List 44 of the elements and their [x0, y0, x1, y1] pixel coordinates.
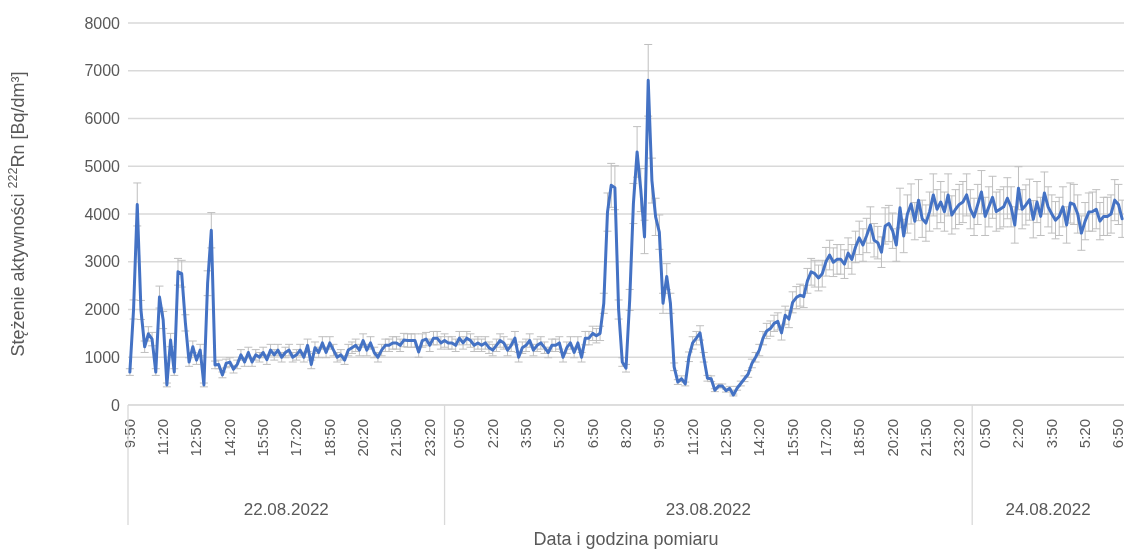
x-tick-label: 12:50	[187, 419, 205, 457]
x-tick-label: 15:50	[254, 419, 272, 457]
text: 24.08.2022	[1005, 500, 1091, 519]
x-tick-label: 11:20	[683, 419, 701, 456]
x-tick-label: 0:50	[450, 419, 468, 449]
x-tick-label: 11:20	[154, 419, 172, 456]
text: 22.08.2022	[243, 500, 329, 519]
x-tick-label: 2:20	[1009, 419, 1027, 449]
x-tick-label: 17:20	[816, 419, 834, 457]
x-tick-label: 9:50	[120, 419, 138, 449]
x-tick-label: 3:50	[517, 419, 535, 449]
x-tick-label: 20:20	[883, 419, 901, 457]
x-tick-label: 6:50	[583, 419, 601, 449]
y-tick-label: 3000	[84, 253, 121, 271]
y-tick-label: 2000	[84, 301, 121, 319]
y-tick-label: 0	[111, 396, 121, 414]
x-tick-label: 2:20	[483, 419, 501, 449]
x-tick-label: 23:20	[420, 419, 438, 457]
x-tick-label: 18:50	[850, 419, 868, 457]
x-tick-label: 3:50	[1042, 419, 1060, 449]
y-tick-label: 5000	[84, 157, 121, 175]
x-tick-label: 21:50	[916, 419, 934, 457]
y-tick-label: 6000	[84, 110, 121, 128]
x-tick-label: 18:50	[320, 419, 338, 457]
x-tick-label: 9:50	[650, 419, 668, 449]
x-axis-title: Data i godzina pomiaru	[533, 529, 719, 549]
text: 23.08.2022	[665, 500, 751, 519]
x-tick-label: 6:50	[1109, 419, 1124, 449]
x-tick-label: 14:20	[750, 419, 768, 457]
x-tick-label: 17:20	[287, 419, 305, 457]
y-tick-label: 4000	[84, 205, 121, 223]
x-tick-label: 15:50	[783, 419, 801, 457]
x-tick-label: 8:20	[617, 419, 634, 449]
y-tick-label: 1000	[84, 348, 121, 366]
x-tick-label: 5:20	[1076, 419, 1094, 449]
x-tick-label: 0:50	[976, 419, 994, 449]
x-tick-label: 14:20	[220, 419, 238, 457]
x-tick-label: 5:20	[550, 419, 568, 449]
x-tick-label: 20:20	[354, 419, 372, 457]
y-tick-label: 7000	[84, 62, 121, 80]
x-tick-label: 23:20	[950, 419, 968, 457]
x-tick-label: 12:50	[716, 419, 734, 457]
y-tick-label: 8000	[84, 14, 121, 32]
x-tick-label: 21:50	[387, 419, 405, 457]
